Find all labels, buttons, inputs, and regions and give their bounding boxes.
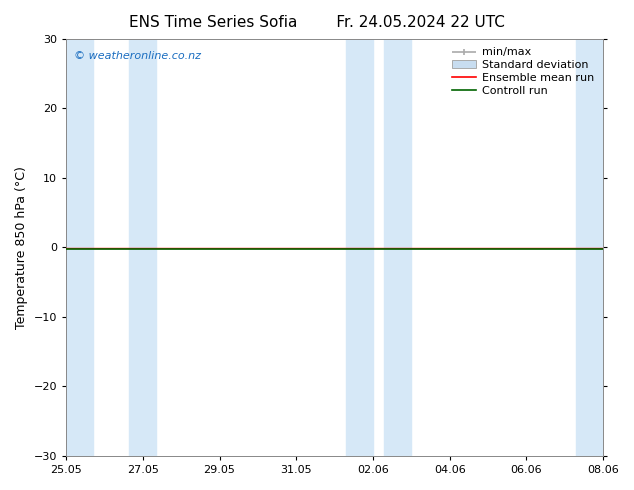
Bar (62, 39, 93, 456)
Bar (129, 39, 156, 456)
Text: ENS Time Series Sofia        Fr. 24.05.2024 22 UTC: ENS Time Series Sofia Fr. 24.05.2024 22 … (129, 15, 505, 30)
Y-axis label: Temperature 850 hPa (°C): Temperature 850 hPa (°C) (15, 166, 28, 329)
Bar (346, 39, 373, 456)
Legend: min/max, Standard deviation, Ensemble mean run, Controll run: min/max, Standard deviation, Ensemble me… (449, 44, 598, 99)
Bar (384, 39, 411, 456)
Text: © weatheronline.co.nz: © weatheronline.co.nz (74, 51, 201, 61)
Bar (576, 39, 607, 456)
